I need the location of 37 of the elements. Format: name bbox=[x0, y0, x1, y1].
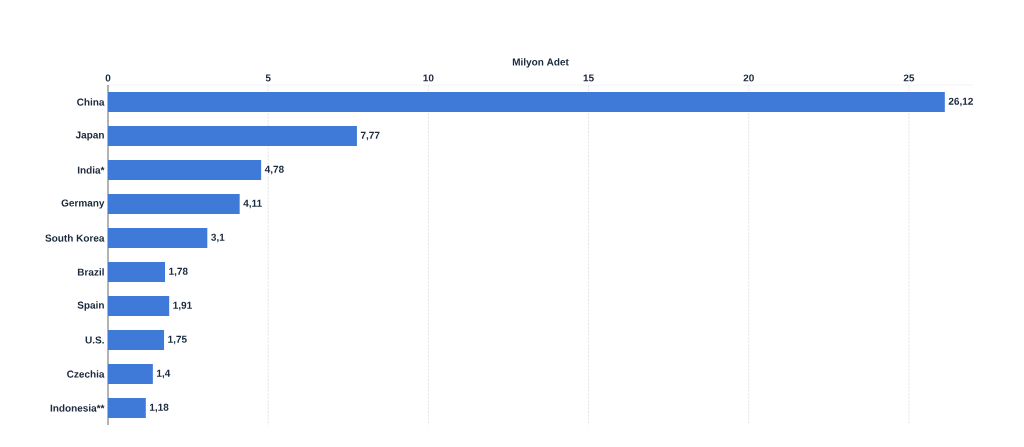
bar bbox=[108, 364, 153, 384]
data-label: 1,18 bbox=[149, 403, 169, 413]
data-label: 7,77 bbox=[360, 131, 380, 141]
y-tick-label: South Korea bbox=[45, 234, 105, 242]
y-tick-label: Japan bbox=[75, 131, 104, 141]
data-label: 1,91 bbox=[173, 301, 192, 311]
x-tick-label: 20 bbox=[743, 74, 754, 82]
y-tick-label: U.S. bbox=[85, 336, 104, 344]
data-label: 3,1 bbox=[211, 233, 225, 243]
data-label: 4,11 bbox=[243, 199, 262, 209]
y-tick-label: Czechia bbox=[67, 370, 105, 378]
y-tick-label: China bbox=[77, 98, 105, 106]
data-label: 1,4 bbox=[157, 369, 171, 379]
y-tick-label: Germany bbox=[61, 199, 105, 209]
bar bbox=[108, 92, 945, 112]
y-tick-label: Spain bbox=[77, 301, 104, 311]
bar bbox=[108, 398, 146, 418]
x-tick-label: 10 bbox=[423, 74, 434, 82]
x-tick-label: 5 bbox=[265, 74, 271, 82]
x-tick-label: 25 bbox=[903, 74, 915, 82]
bar bbox=[108, 126, 357, 146]
bar bbox=[108, 262, 166, 282]
x-tick-label: 0 bbox=[105, 74, 111, 82]
y-tick-label: India* bbox=[77, 166, 105, 174]
bar bbox=[108, 296, 170, 316]
data-label: 1,78 bbox=[169, 267, 188, 277]
bar bbox=[108, 160, 262, 180]
x-tick-label: 15 bbox=[583, 74, 594, 82]
bar bbox=[108, 330, 165, 350]
y-tick-label: Indonesia** bbox=[50, 404, 105, 412]
data-label: 4,78 bbox=[264, 165, 284, 175]
data-label: 1,75 bbox=[168, 335, 187, 345]
x-axis-title: Milyon Adet bbox=[512, 58, 569, 68]
data-label: 26,12 bbox=[948, 97, 973, 107]
bar bbox=[108, 228, 208, 248]
bar bbox=[108, 194, 240, 214]
y-tick-label: Brazil bbox=[77, 268, 104, 276]
